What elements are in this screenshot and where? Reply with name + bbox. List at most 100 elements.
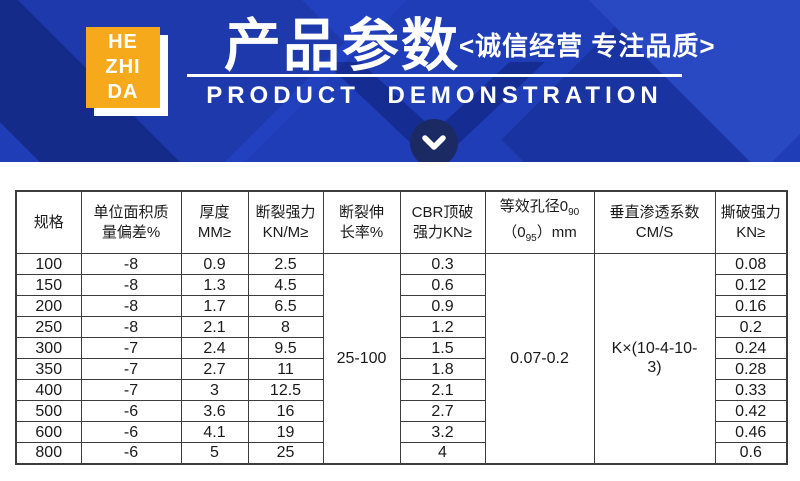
col-header-tear: 撕破强力 KN≥ [714,190,788,254]
logo-text-line: HE [108,31,138,53]
cell-thickness: 2.1 [180,316,249,338]
cell-permeability-merged: K×(10-4-10-3) [593,253,716,464]
header-line: 单位面积质 [93,203,169,221]
cell-cbr: 1.2 [399,316,486,338]
cell-spec: 250 [15,316,82,338]
logo-text-line: DA [107,81,139,103]
cell-break-strength: 9.5 [247,337,324,359]
header-line: （095）mm [486,223,593,249]
table-row: 250 -8 2.1 8 1.2 0.2 [15,316,788,338]
cell-tear: 0.6 [714,442,788,464]
cell-thickness: 3.6 [180,400,249,422]
cell-tear: 0.42 [714,400,788,422]
subtitle-english: PRODUCT DEMONSTRATION [206,82,663,109]
header-line: 垂直渗透系数 [609,203,700,221]
cell-break-strength: 11 [247,358,324,380]
permeability-value: K×(10-4-10-3) [611,340,698,377]
cell-deviation: -6 [80,421,182,443]
cell-spec: 300 [15,337,82,359]
cell-thickness: 5 [180,442,249,464]
cell-aperture-merged: 0.07-0.2 [484,253,595,464]
cell-spec: 200 [15,295,82,317]
cell-deviation: -7 [80,358,182,380]
cell-tear: 0.24 [714,337,788,359]
cell-thickness: 4.1 [180,421,249,443]
cell-tear: 0.33 [714,379,788,401]
cell-thickness: 2.4 [180,337,249,359]
col-header-deviation: 单位面积质 量偏差% [80,190,182,254]
cell-thickness: 1.7 [180,295,249,317]
cell-cbr: 2.7 [399,400,486,422]
table-row: 300 -7 2.4 9.5 1.5 0.24 [15,337,788,359]
cell-break-strength: 12.5 [247,379,324,401]
cell-tear: 0.16 [714,295,788,317]
cell-tear: 0.08 [714,253,788,275]
cell-spec: 150 [15,274,82,296]
cell-deviation: -8 [80,274,182,296]
col-header-permeability: 垂直渗透系数 CM/S [593,190,716,254]
cell-tear: 0.12 [714,274,788,296]
col-header-aperture: 等效孔径090 （095）mm [484,190,595,254]
table-row: 150 -8 1.3 4.5 0.6 0.12 [15,274,788,296]
subscript: 90 [568,206,580,218]
header-line: KN/M≥ [262,223,309,241]
cell-deviation: -8 [80,253,182,275]
cell-elongation-merged: 25-100 [322,253,401,464]
header-line: KN≥ [736,223,766,241]
cell-deviation: -6 [80,400,182,422]
cell-break-strength: 6.5 [247,295,324,317]
table-row: 500 -6 3.6 16 2.7 0.42 [15,400,788,422]
cell-cbr: 1.5 [399,337,486,359]
table-row: 800 -6 5 25 4 0.6 [15,442,788,464]
cell-deviation: -7 [80,379,182,401]
col-header-spec: 规格 [15,190,82,254]
cell-tear: 0.46 [714,421,788,443]
header-line: 断裂强力 [255,203,316,221]
cell-thickness: 3 [180,379,249,401]
chevron-down-icon [422,135,446,150]
cell-tear: 0.2 [714,316,788,338]
header-row: 规格 单位面积质 量偏差% 厚度 MM≥ 断裂强力 KN/M≥ 断裂伸 长率% … [15,190,788,254]
chevron-down-badge [410,119,458,162]
logo-text-line: ZHI [105,56,141,78]
cell-break-strength: 8 [247,316,324,338]
cell-deviation: -8 [80,316,182,338]
cell-cbr: 0.3 [399,253,486,275]
header-line: MM≥ [197,223,232,241]
header-line: 断裂伸 [338,203,384,221]
brand-logo: HE ZHI DA [86,27,160,108]
table-row: 400 -7 3 12.5 2.1 0.33 [15,379,788,401]
cell-cbr: 3.2 [399,421,486,443]
header-line: 长率% [339,223,384,241]
cell-deviation: -6 [80,442,182,464]
col-header-thickness: 厚度 MM≥ [180,190,249,254]
table-row: 200 -8 1.7 6.5 0.9 0.16 [15,295,788,317]
cell-deviation: -7 [80,337,182,359]
promo-banner: HE ZHI DA 产品参数 <诚信经营 专注品质> PRODUCT DEMON… [0,0,800,162]
col-header-cbr: CBR顶破 强力KN≥ [399,190,486,254]
header-line: 撕破强力 [720,203,781,221]
cell-cbr: 0.6 [399,274,486,296]
cell-spec: 100 [15,253,82,275]
header-line: 强力KN≥ [412,223,473,241]
header-text: 等效孔径0 [499,197,569,215]
header-line: CBR顶破 [411,203,474,221]
col-header-break-strength: 断裂强力 KN/M≥ [247,190,324,254]
header-line: 厚度 [199,203,230,221]
header-text: （0 [502,223,526,241]
cell-break-strength: 25 [247,442,324,464]
cell-spec: 800 [15,442,82,464]
tagline: <诚信经营 专注品质> [459,31,716,61]
cell-cbr: 0.9 [399,295,486,317]
cell-break-strength: 2.5 [247,253,324,275]
cell-cbr: 4 [399,442,486,464]
subscript: 95 [525,232,537,244]
header-line: 等效孔径090 [486,197,593,223]
cell-cbr: 1.8 [399,358,486,380]
table-row: 100 -8 0.9 2.5 25-100 0.3 0.07-0.2 K×(10… [15,253,788,464]
cell-break-strength: 19 [247,421,324,443]
cell-spec: 350 [15,358,82,380]
cell-spec: 500 [15,400,82,422]
cell-break-strength: 4.5 [247,274,324,296]
cell-spec: 600 [15,421,82,443]
